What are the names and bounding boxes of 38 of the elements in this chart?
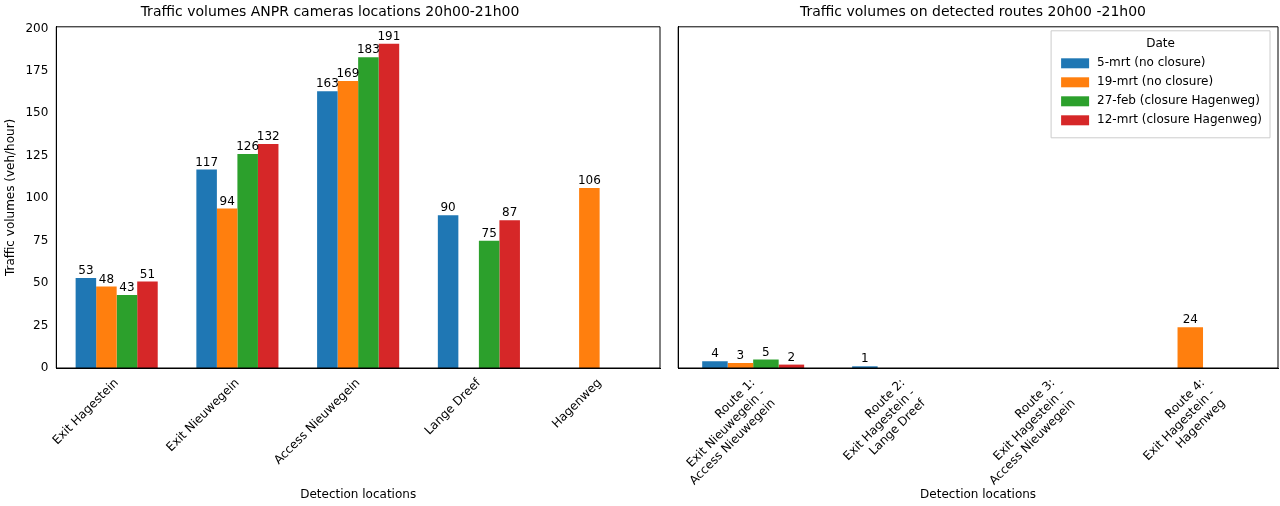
y-tick-label: 125 (25, 147, 49, 162)
data-label: 163 (315, 76, 339, 91)
y-tick-label: 150 (25, 105, 49, 120)
y-tick-label: 100 (25, 190, 49, 205)
legend-label: 5-mrt (no closure) (1097, 55, 1206, 70)
data-label: 43 (119, 280, 135, 295)
y-tick-label: 200 (25, 20, 49, 35)
data-label: 191 (377, 28, 401, 43)
data-label: 24 (1182, 312, 1198, 327)
data-label: 51 (139, 266, 156, 281)
y-tick-label: 175 (25, 63, 49, 78)
y-axis-title: Traffic volumes (veh/hour) (3, 118, 18, 278)
y-tick-label: 50 (33, 275, 49, 290)
data-label: 3 (736, 348, 745, 363)
chart-title: Traffic volumes on detected routes 20h00 -21h00 (799, 3, 1146, 20)
data-label: 183 (356, 42, 380, 57)
y-tick-label: 75 (33, 232, 49, 247)
data-label: 1 (861, 351, 869, 366)
data-label: 4 (711, 346, 719, 361)
y-tick-label: 0 (40, 360, 49, 375)
data-label: 94 (219, 193, 235, 208)
data-label: 117 (195, 154, 219, 169)
data-label: 48 (98, 271, 115, 286)
data-label: 90 (440, 200, 456, 215)
data-label: 87 (502, 205, 518, 220)
x-axis-title: Detection locations (920, 486, 1037, 501)
data-label: 5 (762, 344, 770, 359)
legend-label: 27-feb (closure Hagenweg) (1097, 93, 1260, 108)
legend-title: Date (1146, 36, 1175, 51)
chart-title: Traffic volumes ANPR cameras locations 20h00-21h00 (139, 3, 520, 20)
data-label: 53 (78, 263, 94, 278)
data-label: 75 (481, 225, 497, 240)
data-label: 106 (577, 173, 601, 188)
y-tick-label: 25 (33, 317, 49, 332)
legend-label: 12-mrt (closure Hagenweg) (1097, 112, 1263, 127)
legend-label: 19-mrt (no closure) (1097, 74, 1214, 89)
data-label: 2 (787, 349, 796, 364)
x-axis-title: Detection locations (300, 486, 417, 501)
